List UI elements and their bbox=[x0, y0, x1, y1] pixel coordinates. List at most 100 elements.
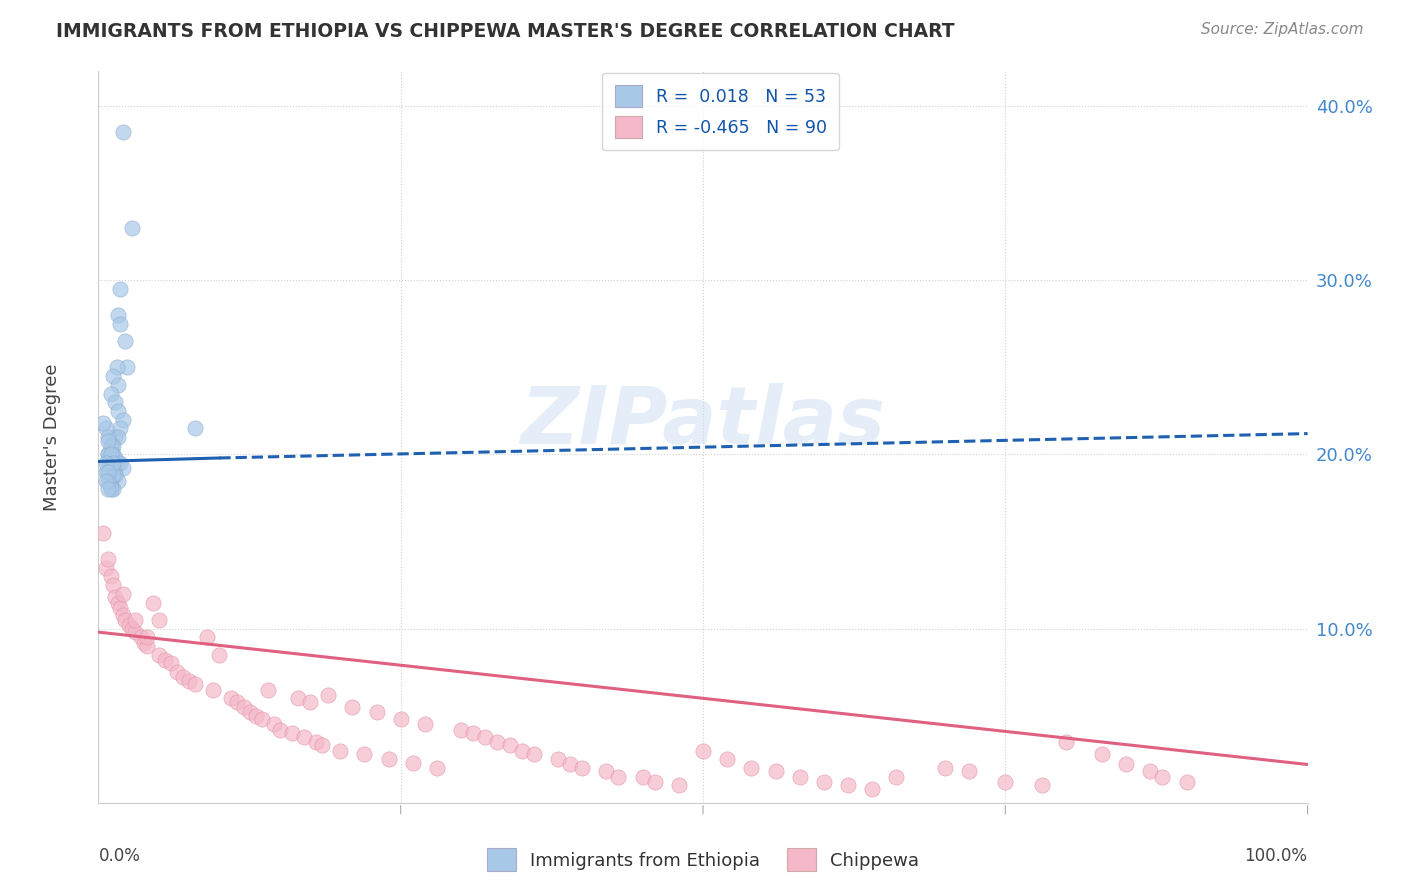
Point bbox=[232, 700, 254, 714]
Point bbox=[100, 448, 122, 462]
Point bbox=[100, 386, 122, 401]
Point bbox=[107, 430, 129, 444]
Point bbox=[97, 465, 120, 479]
Point bbox=[101, 468, 124, 483]
Point bbox=[245, 708, 267, 723]
Point bbox=[104, 591, 127, 605]
Point bbox=[135, 631, 157, 645]
Point bbox=[1115, 757, 1137, 772]
Point bbox=[402, 756, 425, 770]
Point bbox=[100, 483, 122, 497]
Point bbox=[389, 712, 412, 726]
Point bbox=[1152, 770, 1174, 784]
Point bbox=[108, 282, 131, 296]
Point bbox=[160, 657, 183, 671]
Point bbox=[101, 461, 124, 475]
Point bbox=[305, 735, 328, 749]
Point bbox=[474, 730, 496, 744]
Point bbox=[426, 761, 449, 775]
Point bbox=[108, 456, 131, 470]
Point bbox=[789, 770, 811, 784]
Point bbox=[129, 631, 152, 645]
Point bbox=[644, 775, 666, 789]
Point bbox=[202, 682, 225, 697]
Point bbox=[118, 618, 141, 632]
Point bbox=[934, 761, 956, 775]
Point bbox=[107, 456, 129, 470]
Point bbox=[97, 456, 120, 470]
Point bbox=[486, 735, 509, 749]
Point bbox=[101, 483, 124, 497]
Point bbox=[104, 430, 127, 444]
Point bbox=[595, 764, 617, 779]
Point bbox=[142, 595, 165, 609]
Point bbox=[184, 677, 207, 691]
Point bbox=[184, 421, 207, 435]
Point bbox=[172, 670, 194, 684]
Legend: R =  0.018   N = 53, R = -0.465   N = 90: R = 0.018 N = 53, R = -0.465 N = 90 bbox=[602, 73, 839, 151]
Point bbox=[97, 448, 120, 462]
Point bbox=[226, 695, 249, 709]
Text: 100.0%: 100.0% bbox=[1244, 847, 1308, 864]
Point bbox=[97, 434, 120, 448]
Point bbox=[166, 665, 188, 680]
Point bbox=[510, 743, 533, 757]
Point bbox=[104, 395, 127, 409]
Point bbox=[740, 761, 762, 775]
Point bbox=[97, 474, 120, 488]
Point bbox=[100, 456, 122, 470]
Point bbox=[91, 525, 114, 540]
Point bbox=[668, 778, 690, 792]
Point bbox=[631, 770, 654, 784]
Point bbox=[107, 595, 129, 609]
Point bbox=[221, 691, 243, 706]
Point bbox=[148, 648, 170, 662]
Point bbox=[281, 726, 304, 740]
Point bbox=[558, 757, 581, 772]
Point bbox=[100, 448, 122, 462]
Point bbox=[256, 682, 278, 697]
Point bbox=[121, 221, 143, 235]
Point bbox=[311, 739, 333, 753]
Point bbox=[250, 712, 273, 726]
Point bbox=[195, 631, 218, 645]
Point bbox=[263, 717, 285, 731]
Legend: Immigrants from Ethiopia, Chippewa: Immigrants from Ethiopia, Chippewa bbox=[479, 841, 927, 879]
Point bbox=[91, 416, 114, 430]
Point bbox=[957, 764, 980, 779]
Point bbox=[498, 739, 520, 753]
Text: IMMIGRANTS FROM ETHIOPIA VS CHIPPEWA MASTER'S DEGREE CORRELATION CHART: IMMIGRANTS FROM ETHIOPIA VS CHIPPEWA MAS… bbox=[56, 22, 955, 41]
Point bbox=[97, 552, 120, 566]
Point bbox=[994, 775, 1017, 789]
Point bbox=[104, 468, 127, 483]
Point bbox=[377, 752, 399, 766]
Point bbox=[94, 474, 117, 488]
Point bbox=[101, 578, 124, 592]
Point bbox=[94, 421, 117, 435]
Point bbox=[1175, 775, 1198, 789]
Point bbox=[101, 465, 124, 479]
Point bbox=[523, 747, 546, 761]
Point bbox=[366, 705, 388, 719]
Point bbox=[463, 726, 485, 740]
Point bbox=[329, 743, 352, 757]
Point bbox=[111, 125, 134, 139]
Point bbox=[153, 653, 176, 667]
Point bbox=[292, 730, 315, 744]
Point bbox=[1054, 735, 1077, 749]
Point bbox=[107, 404, 129, 418]
Point bbox=[571, 761, 593, 775]
Point bbox=[108, 600, 131, 615]
Point bbox=[114, 613, 136, 627]
Point bbox=[100, 479, 122, 493]
Point bbox=[1031, 778, 1053, 792]
Point bbox=[111, 412, 134, 426]
Point bbox=[134, 635, 156, 649]
Point bbox=[94, 465, 117, 479]
Point bbox=[104, 450, 127, 465]
Point bbox=[124, 625, 146, 640]
Point bbox=[124, 613, 146, 627]
Point bbox=[111, 461, 134, 475]
Point bbox=[105, 360, 128, 375]
Point bbox=[107, 308, 129, 322]
